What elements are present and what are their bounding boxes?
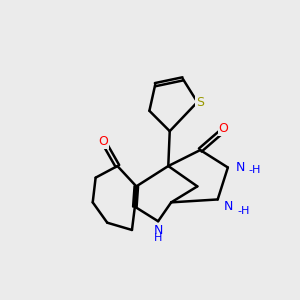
Text: O: O — [219, 122, 228, 135]
Text: -H: -H — [249, 165, 261, 176]
Text: H: H — [154, 233, 162, 243]
Text: N: N — [224, 200, 233, 213]
Text: N: N — [153, 224, 163, 237]
Text: O: O — [98, 135, 108, 148]
Text: -H: -H — [238, 206, 250, 216]
Text: N: N — [236, 161, 245, 174]
Text: S: S — [196, 96, 204, 109]
